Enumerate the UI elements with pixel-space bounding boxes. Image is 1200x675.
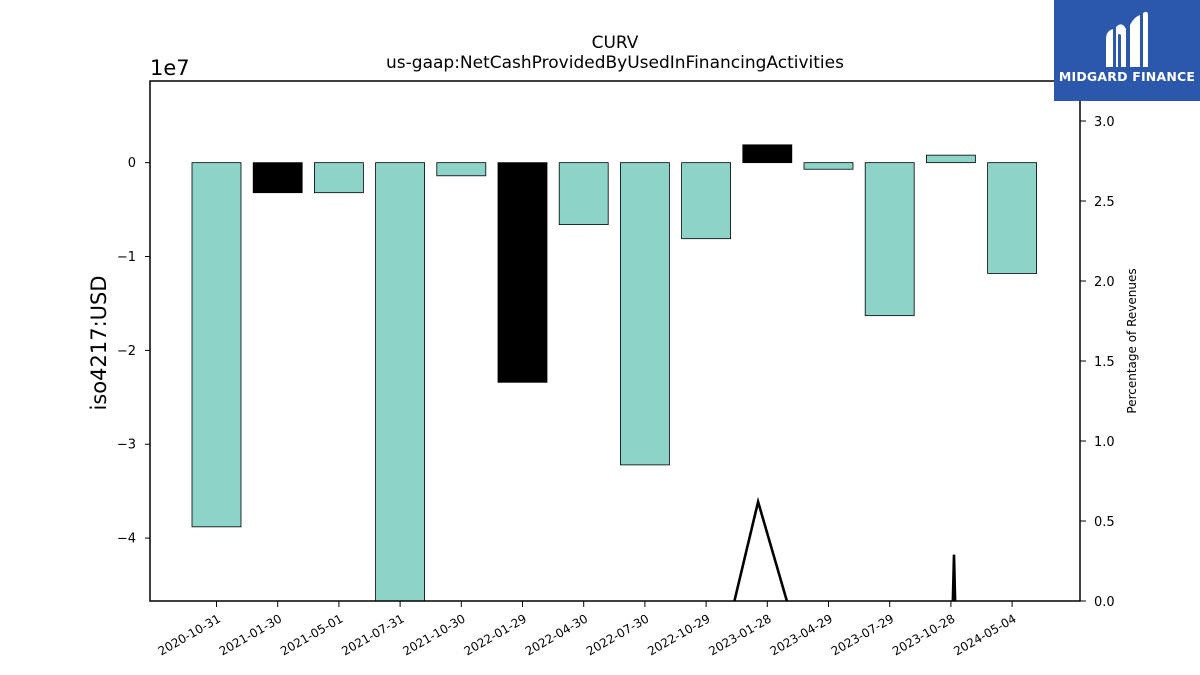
x-tick-label: 2021-01-30 bbox=[217, 611, 284, 658]
midgard-finance-logo: MIDGARD FINANCE bbox=[1054, 0, 1200, 101]
y2-tick-label: 0.0 bbox=[1094, 595, 1115, 610]
bar-2022-10-29 bbox=[681, 162, 731, 240]
bar-2022-01-29 bbox=[497, 162, 548, 383]
x-tick-label: 2023-01-28 bbox=[706, 611, 773, 658]
logo-mark-icon bbox=[1106, 11, 1148, 67]
y2-tick-label: 0.5 bbox=[1094, 515, 1115, 530]
x-tick-label: 2022-10-29 bbox=[645, 611, 712, 658]
x-tick-label: 2021-07-31 bbox=[339, 611, 406, 658]
bar-2022-07-30 bbox=[620, 162, 670, 466]
bar-2024-05-04 bbox=[987, 162, 1037, 274]
y2-tick-label: 1.5 bbox=[1094, 355, 1115, 370]
x-tick-label: 2022-07-30 bbox=[584, 611, 651, 658]
x-tick-label: 2021-10-30 bbox=[400, 611, 467, 658]
x-tick-label: 2023-04-29 bbox=[768, 611, 835, 658]
bar-2020-10-31 bbox=[191, 162, 242, 528]
x-tick-label: 2022-04-30 bbox=[523, 611, 590, 658]
logo-text: MIDGARD FINANCE bbox=[1058, 69, 1196, 84]
y2-tick-label: 2.5 bbox=[1094, 195, 1115, 210]
bar-2023-07-29 bbox=[864, 162, 915, 317]
bars-group bbox=[191, 144, 1037, 601]
y-tick-label: −4 bbox=[117, 532, 136, 547]
bar-2021-07-31 bbox=[375, 162, 426, 601]
percentage-line-1 bbox=[733, 496, 789, 601]
y2-tick-label: 2.0 bbox=[1094, 275, 1115, 290]
y-tick-label: −2 bbox=[117, 344, 136, 359]
bar-2023-10-28 bbox=[926, 154, 976, 164]
plot-frame bbox=[149, 80, 1081, 602]
y-axis-label: iso4217:USD bbox=[87, 275, 111, 410]
y2-tick-label: 1.0 bbox=[1094, 435, 1115, 450]
y-tick-label: −3 bbox=[117, 438, 136, 453]
x-tick-label: 2020-10-31 bbox=[156, 611, 223, 658]
lines-group bbox=[733, 496, 957, 601]
x-tick-label: 2023-07-29 bbox=[829, 611, 896, 658]
x-tick-label: 2021-05-01 bbox=[278, 611, 345, 658]
secondary-y-axis-label: Percentage of Revenues bbox=[1125, 268, 1139, 413]
x-tick-label: 2023-10-28 bbox=[890, 611, 957, 658]
y-tick-label: 0 bbox=[128, 156, 136, 171]
y-tick-label: −1 bbox=[117, 250, 136, 265]
y2-tick-label: 3.0 bbox=[1094, 115, 1115, 130]
x-tick-label: 2022-01-29 bbox=[462, 611, 529, 658]
bar-2022-04-30 bbox=[558, 162, 609, 226]
percentage-line-2 bbox=[951, 554, 957, 601]
bar-2021-05-01 bbox=[313, 162, 364, 194]
x-tick-label: 2024-05-04 bbox=[951, 611, 1018, 658]
y-offset-text: 1e7 bbox=[150, 56, 190, 80]
chart-subtitle: us-gaap:NetCashProvidedByUsedInFinancing… bbox=[386, 53, 844, 73]
axes-group: 0 −1 −2 −3 −4 0.0 0.5 1.0 1.5 2.0 2.5 3.0 2020-10-31… bbox=[117, 115, 1115, 658]
bar-2023-01-28 bbox=[742, 144, 793, 164]
bar-2021-10-30 bbox=[436, 162, 487, 177]
chart-title: CURV bbox=[592, 33, 639, 53]
bar-2021-01-30 bbox=[252, 162, 303, 194]
bar-2023-04-29 bbox=[803, 162, 854, 170]
